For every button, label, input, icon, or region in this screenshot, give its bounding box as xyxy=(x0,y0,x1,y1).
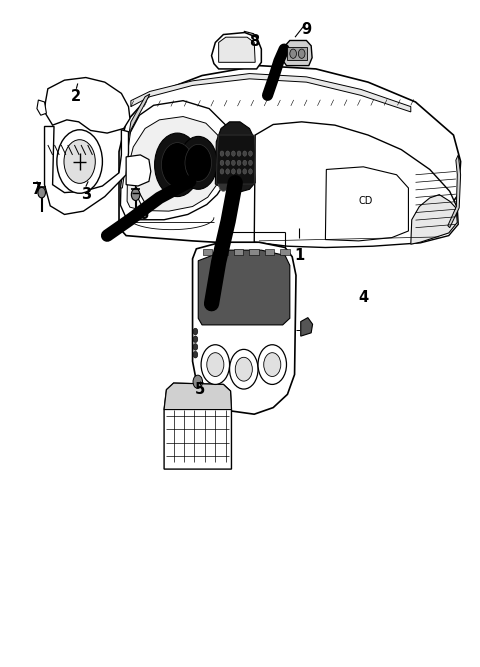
Circle shape xyxy=(243,169,247,174)
Polygon shape xyxy=(250,249,259,255)
Circle shape xyxy=(193,328,198,335)
Circle shape xyxy=(185,144,212,181)
Circle shape xyxy=(193,352,198,358)
Circle shape xyxy=(201,345,229,384)
Circle shape xyxy=(64,139,96,183)
Polygon shape xyxy=(164,383,231,469)
Text: 9: 9 xyxy=(301,22,312,37)
Circle shape xyxy=(193,336,198,343)
Text: 2: 2 xyxy=(71,89,82,104)
Polygon shape xyxy=(164,383,231,410)
Circle shape xyxy=(226,151,229,156)
Text: 5: 5 xyxy=(194,382,205,398)
Polygon shape xyxy=(127,117,222,211)
Polygon shape xyxy=(234,249,243,255)
Polygon shape xyxy=(216,122,255,192)
Circle shape xyxy=(38,187,46,198)
Circle shape xyxy=(229,350,258,389)
Circle shape xyxy=(243,151,247,156)
Polygon shape xyxy=(301,317,312,336)
Circle shape xyxy=(220,151,224,156)
Circle shape xyxy=(220,160,224,165)
Text: CD: CD xyxy=(359,196,373,206)
Polygon shape xyxy=(135,186,149,214)
Polygon shape xyxy=(288,47,307,60)
Polygon shape xyxy=(198,250,290,325)
Polygon shape xyxy=(192,242,296,414)
Circle shape xyxy=(161,143,193,187)
Polygon shape xyxy=(448,155,461,227)
Circle shape xyxy=(226,169,229,174)
Circle shape xyxy=(57,130,102,193)
Circle shape xyxy=(249,160,252,165)
Text: 6: 6 xyxy=(138,207,148,222)
Polygon shape xyxy=(203,249,213,255)
Polygon shape xyxy=(207,411,230,431)
Polygon shape xyxy=(120,94,150,188)
Circle shape xyxy=(235,358,252,381)
Circle shape xyxy=(237,169,241,174)
Text: 4: 4 xyxy=(358,289,369,305)
Circle shape xyxy=(217,168,227,181)
Circle shape xyxy=(249,151,252,156)
Circle shape xyxy=(243,160,247,165)
Polygon shape xyxy=(212,33,261,69)
Polygon shape xyxy=(120,101,230,219)
Polygon shape xyxy=(265,249,275,255)
Polygon shape xyxy=(254,122,458,247)
Circle shape xyxy=(193,375,203,388)
Polygon shape xyxy=(216,135,255,184)
Polygon shape xyxy=(283,41,312,65)
Circle shape xyxy=(290,49,297,58)
Polygon shape xyxy=(131,73,411,112)
Circle shape xyxy=(264,353,281,376)
Polygon shape xyxy=(126,155,151,186)
Circle shape xyxy=(132,189,140,201)
Polygon shape xyxy=(280,249,290,255)
Circle shape xyxy=(237,151,241,156)
Circle shape xyxy=(179,136,217,189)
Polygon shape xyxy=(45,77,130,133)
Text: 8: 8 xyxy=(249,33,259,49)
Polygon shape xyxy=(37,100,47,115)
Circle shape xyxy=(207,353,224,376)
Circle shape xyxy=(155,133,200,197)
Polygon shape xyxy=(119,65,461,244)
Text: 3: 3 xyxy=(81,187,91,202)
Text: 7: 7 xyxy=(32,182,42,197)
Polygon shape xyxy=(45,127,129,214)
Circle shape xyxy=(258,345,287,384)
Circle shape xyxy=(237,160,241,165)
Circle shape xyxy=(193,344,198,350)
Polygon shape xyxy=(411,195,457,244)
Circle shape xyxy=(249,169,252,174)
Polygon shape xyxy=(218,249,228,255)
Polygon shape xyxy=(325,167,408,241)
Circle shape xyxy=(299,49,305,58)
Polygon shape xyxy=(219,37,255,62)
Circle shape xyxy=(219,178,228,191)
Circle shape xyxy=(231,160,235,165)
Circle shape xyxy=(226,160,229,165)
Circle shape xyxy=(231,151,235,156)
Circle shape xyxy=(220,169,224,174)
Circle shape xyxy=(231,169,235,174)
Circle shape xyxy=(217,158,227,171)
Text: 1: 1 xyxy=(294,248,304,263)
